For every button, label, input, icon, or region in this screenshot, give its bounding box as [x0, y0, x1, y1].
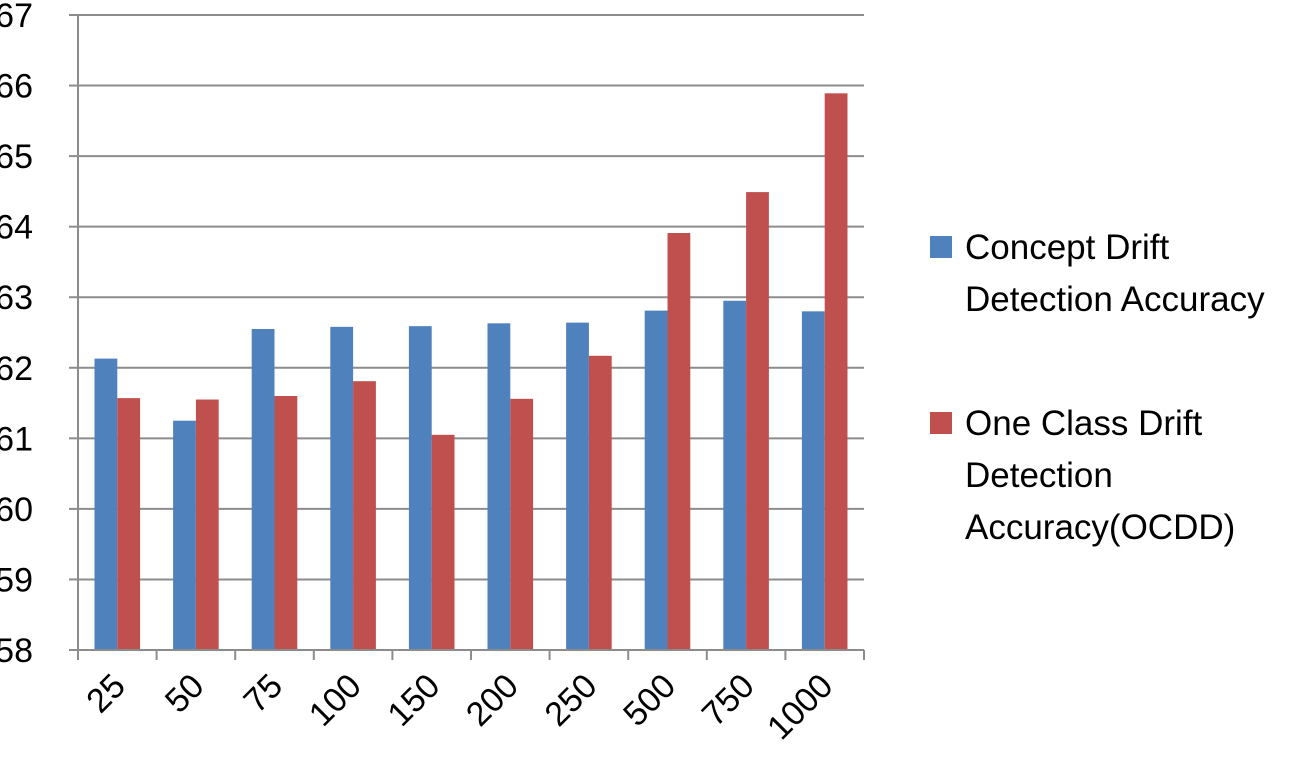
bar-ocdd [353, 381, 376, 650]
x-tick-label: 150 [380, 667, 447, 734]
bar-ocdd [510, 398, 534, 650]
bar-concept-drift [801, 311, 825, 650]
x-tick-label: 750 [695, 667, 762, 734]
legend: Concept Drift Detection Accuracy One Cla… [930, 222, 1292, 554]
x-tick-label: 100 [302, 667, 369, 734]
legend-swatch-red [930, 412, 952, 434]
legend-label-ocdd: One Class Drift Detection Accuracy(OCDD) [965, 404, 1236, 547]
bar-ocdd [824, 93, 848, 651]
bar-ocdd [274, 396, 298, 650]
y-tick-label: 63 [0, 279, 33, 317]
y-tick-label: 58 [0, 632, 33, 670]
bar-concept-drift [408, 326, 432, 650]
x-tick-label: 500 [616, 667, 683, 734]
axes [69, 14, 865, 660]
x-tick-label: 1000 [760, 667, 840, 747]
bar-concept-drift [94, 358, 118, 650]
bar-ocdd [667, 233, 691, 650]
legend-label-concept-drift: Concept Drift Detection Accuracy [965, 228, 1265, 319]
y-tick-labels: 58 59 60 61 62 63 64 65 66 67 [0, 0, 33, 670]
y-tick-label: 62 [0, 350, 33, 388]
bar-concept-drift [251, 328, 275, 650]
bar-ocdd [431, 434, 455, 650]
y-tick-label: 67 [0, 0, 33, 35]
y-tick-label: 64 [0, 209, 33, 247]
legend-entry-concept-drift: Concept Drift Detection Accuracy [930, 222, 1292, 326]
bar-ocdd [195, 399, 219, 650]
bar-ocdd [117, 398, 141, 650]
bar-concept-drift [330, 326, 354, 650]
y-tick-label: 65 [0, 138, 33, 176]
bar-concept-drift [644, 310, 668, 650]
x-tick-label: 200 [459, 667, 526, 734]
legend-entry-ocdd: One Class Drift Detection Accuracy(OCDD) [930, 398, 1292, 554]
bar-concept-drift [487, 323, 511, 650]
y-tick-label: 60 [0, 491, 33, 529]
legend-swatch-blue [930, 236, 952, 258]
y-tick-label: 66 [0, 68, 33, 106]
y-tick-label: 59 [0, 561, 33, 599]
bar-ocdd [746, 192, 769, 650]
bar-concept-drift [566, 322, 589, 650]
y-tick-label: 61 [0, 420, 33, 458]
bar-concept-drift [173, 420, 196, 650]
bar-ocdd [588, 355, 612, 650]
bars [94, 93, 848, 651]
x-tick-label: 75 [237, 667, 291, 721]
x-tick-label: 50 [158, 667, 212, 721]
bar-concept-drift [723, 300, 747, 650]
x-tick-label: 25 [79, 667, 133, 721]
x-tick-label: 250 [538, 667, 605, 734]
